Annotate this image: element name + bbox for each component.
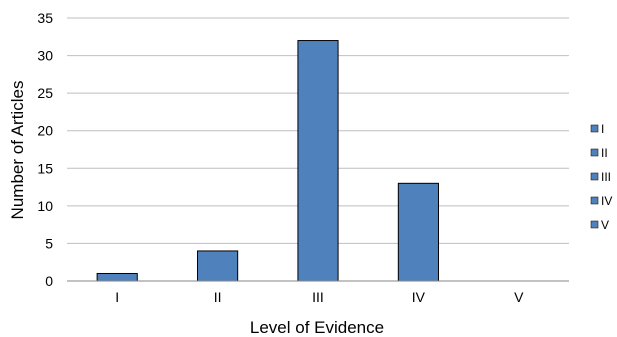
legend-swatch [590, 148, 599, 157]
y-tick-label: 0 [45, 273, 53, 289]
x-tick-label: III [312, 289, 324, 305]
legend-label: V [601, 218, 609, 232]
y-tick-label: 25 [37, 85, 53, 101]
legend-label: II [601, 146, 608, 160]
y-tick-labels: 0 5 10 15 20 25 30 35 [37, 10, 53, 289]
x-tick-label: I [115, 289, 119, 305]
x-tick-label: IV [412, 289, 426, 305]
bar-ii [197, 250, 239, 282]
bar-iv [397, 182, 439, 282]
x-axis-title: Level of Evidence [250, 318, 384, 337]
legend-swatch [590, 172, 599, 181]
bar-iii [297, 40, 339, 282]
y-tick-label: 15 [37, 160, 53, 176]
legend-swatch [590, 196, 599, 205]
bars [96, 40, 439, 282]
legend-label: III [601, 170, 611, 184]
legend-swatch [590, 220, 599, 229]
y-tick-label: 10 [37, 198, 53, 214]
x-tick-label: V [514, 289, 524, 305]
legend-label: IV [601, 194, 612, 208]
bar-i [96, 272, 138, 282]
x-tick-label: II [214, 289, 222, 305]
legend-swatch [590, 124, 599, 133]
x-tick-labels: I II III IV V [115, 289, 524, 305]
legend-label: I [601, 122, 604, 136]
y-tick-label: 20 [37, 123, 53, 139]
y-axis-title: Number of Articles [8, 81, 27, 220]
y-tick-label: 35 [37, 10, 53, 26]
y-tick-label: 5 [45, 235, 53, 251]
y-tick-label: 30 [37, 48, 53, 64]
